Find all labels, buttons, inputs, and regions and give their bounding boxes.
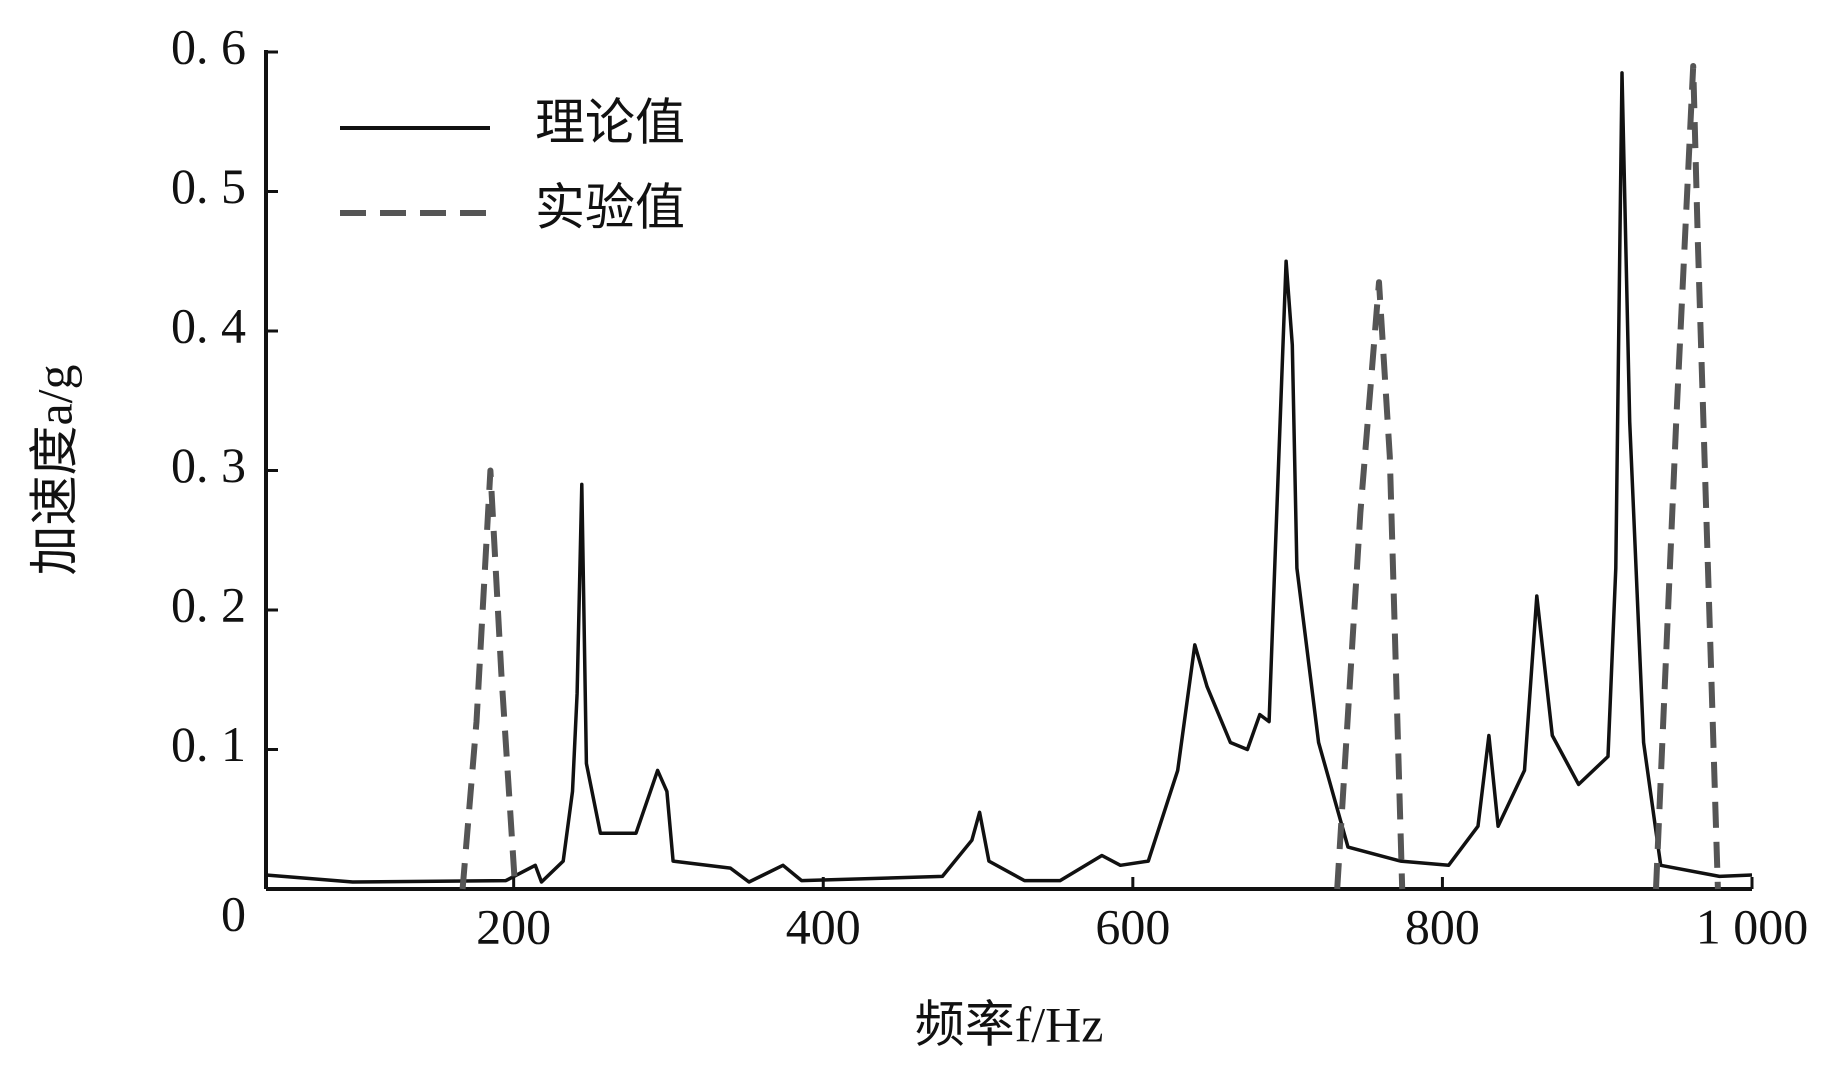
- legend-label: 实验值: [535, 179, 685, 235]
- legend-label: 理论值: [535, 94, 685, 150]
- y-tick-label: 0. 3: [171, 437, 246, 493]
- y-tick-label: 0. 5: [171, 158, 246, 214]
- x-tick-label: 400: [786, 898, 861, 954]
- x-axis-label: 频率f/Hz: [915, 996, 1104, 1052]
- y-axis-label: 加速度a/g: [26, 364, 82, 575]
- x-tick-label: 200: [476, 898, 551, 954]
- y-tick-label: 0. 6: [171, 18, 246, 74]
- y-tick-label: 0. 4: [171, 297, 246, 353]
- series-line: [265, 71, 1753, 884]
- series-line: [459, 63, 1721, 890]
- x-tick-label: 600: [1095, 898, 1170, 954]
- y-tick-label: 0: [221, 885, 246, 941]
- y-tick-label: 0. 1: [171, 716, 246, 772]
- y-tick-label: 0. 2: [171, 576, 246, 632]
- x-tick-label: 800: [1405, 898, 1480, 954]
- x-tick-label: 1 000: [1696, 898, 1809, 954]
